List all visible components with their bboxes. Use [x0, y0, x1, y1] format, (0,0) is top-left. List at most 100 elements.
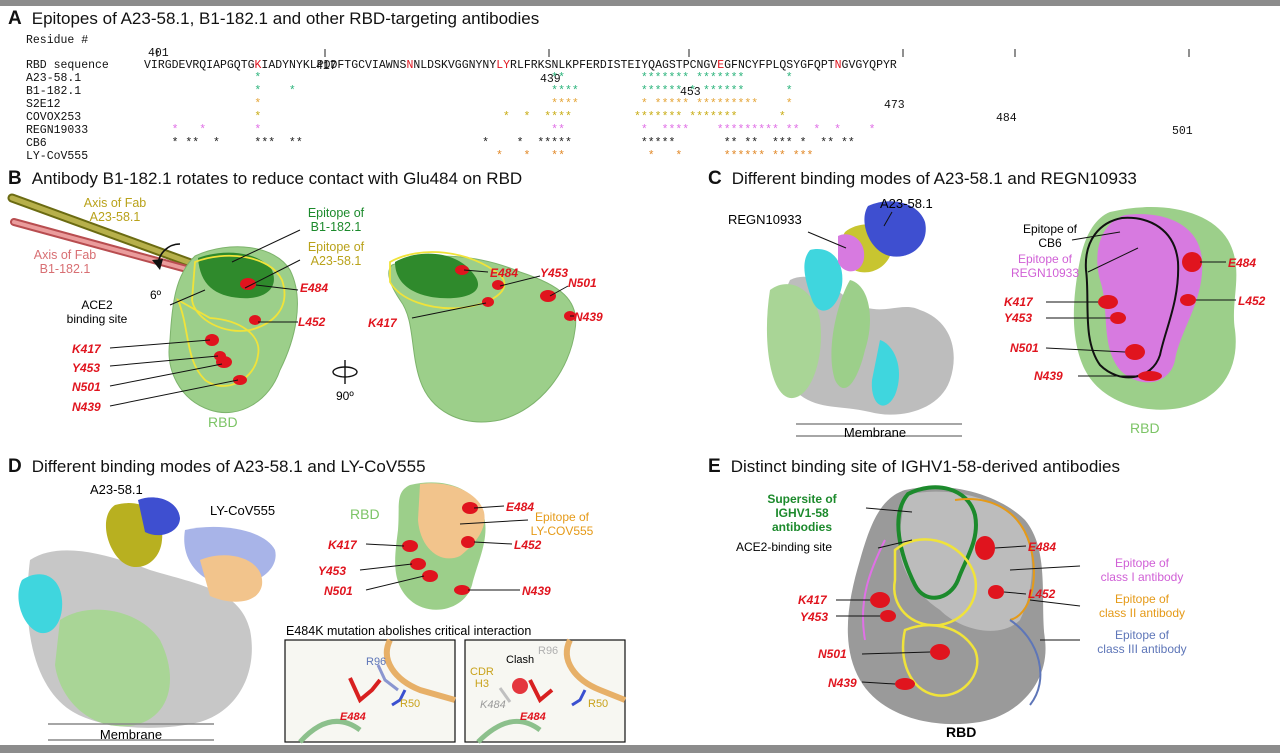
class1-epitope-label: Epitope of class I antibody: [1100, 556, 1184, 584]
k417-hotspot: [1098, 295, 1118, 309]
antibody-label: CB6: [26, 137, 47, 150]
panel-c-title: C Different binding modes of A23-58.1 and…: [708, 168, 1137, 190]
r96-sidechain-1: [376, 664, 399, 692]
residue-label: N501: [568, 276, 597, 290]
sequence-residue: T: [675, 59, 683, 72]
ly-label-d: LY-CoV555: [210, 503, 276, 518]
panel-c-letter: C: [708, 168, 722, 189]
sequence-residue: R: [192, 59, 200, 72]
sequence-residue: Y: [862, 59, 870, 72]
inset2-r96: R96: [538, 645, 559, 657]
residue-number: 417: [316, 60, 337, 73]
leader: [109, 379, 239, 407]
sequence-residue: P: [316, 59, 324, 72]
sequence-residue: N: [482, 59, 490, 72]
sequence-residue: A: [213, 59, 220, 72]
ace2-site-label-e: ACE2-binding site: [736, 540, 833, 554]
rbd-label-c: RBD: [1130, 420, 1160, 436]
sequence-residue: C: [689, 59, 697, 72]
e484-sidechain-1: [348, 677, 382, 704]
a23-label-d: A23-58.1: [90, 482, 143, 497]
sequence-residue: A: [268, 59, 276, 72]
epitope-star-row: * * ** * * ****** ** ***: [144, 150, 814, 163]
supersite-label: Supersite of IGHV1-58 antibodies: [767, 492, 837, 534]
leader: [109, 363, 223, 387]
rbd-label: RBD: [208, 414, 238, 430]
residue-label: L452: [1238, 294, 1266, 308]
e484-hotspot: [462, 502, 478, 514]
sequence-residue: P: [765, 59, 773, 72]
panel-b-title: B Antibody B1-182.1 rotates to reduce con…: [8, 168, 522, 190]
e484-hotspot: [455, 265, 469, 275]
e484-hotspot: [240, 278, 256, 290]
angle-label: 6º: [150, 288, 162, 302]
epitope-star-row: * * * **** ******* ******* *: [144, 111, 786, 124]
leader: [109, 355, 219, 367]
sequence-residue: I: [261, 59, 269, 72]
sequence-residue: D: [427, 59, 435, 72]
sequence-residue: L: [516, 59, 524, 72]
leader: [1029, 599, 1081, 607]
sequence-residue: Q: [813, 59, 821, 72]
inset2-e484: E484: [520, 711, 546, 723]
sequence-residue: T: [344, 59, 352, 72]
residue-label: L452: [1028, 587, 1056, 601]
sequence-residue: Y: [489, 59, 497, 72]
inset2-cdr: CDR H3: [470, 666, 494, 690]
sequence-residue: Y: [641, 59, 649, 72]
sequence-residue: G: [461, 59, 469, 72]
k417-hotspot: [482, 297, 494, 307]
leader: [359, 563, 413, 571]
residue-label: E484: [300, 281, 329, 295]
inset-2-loop: [476, 719, 542, 744]
antibody-label: S2E12: [26, 98, 61, 111]
residue-label: N439: [828, 676, 857, 690]
bottom-frame-bar: [0, 745, 1280, 753]
epitope-star-row: * **** * ***** ********* *: [144, 98, 793, 111]
inset1-r50: R50: [400, 698, 421, 710]
sequence-residue: T: [620, 59, 628, 72]
r50-sidechain-2: [571, 689, 587, 707]
n439-hotspot: [1138, 371, 1162, 381]
inset1-r96: R96: [366, 656, 387, 668]
residue-number: 473: [884, 99, 905, 112]
residue-label: K417: [328, 538, 357, 552]
sequence-residue: D: [330, 59, 338, 72]
sequence-residue: C: [744, 59, 752, 72]
residue-number: 439: [540, 73, 561, 86]
l452-hotspot: [988, 585, 1004, 599]
sequence-residue: G: [703, 59, 711, 72]
sequence-residue: C: [358, 59, 365, 72]
panel-d-title-text: Different binding modes of A23-58.1 and …: [31, 457, 426, 476]
a23-fab-blue: [864, 201, 926, 257]
spike-green-protomer: [766, 284, 821, 399]
leader: [883, 211, 893, 227]
sequence-residue: V: [365, 59, 372, 72]
sequence-residue: P: [219, 59, 227, 72]
rbd-label-e: RBD: [946, 724, 977, 740]
sequence-residue: N: [392, 59, 400, 72]
leader: [463, 269, 489, 273]
sequence-residue: G: [226, 59, 234, 72]
a23-fab-axis-highlight: [9, 195, 213, 273]
inset-1-ribbon: [383, 638, 456, 703]
class2-epitope-label: Epitope of class II antibody: [1098, 592, 1186, 620]
residue-label: Y453: [72, 361, 101, 375]
panel-b-letter: B: [8, 168, 22, 189]
sequence-residue: G: [351, 59, 359, 72]
inset-1-loop: [298, 719, 362, 744]
class3-epitope-label: Epitope of class III antibody: [1097, 628, 1187, 656]
residue-label: K417: [798, 593, 827, 607]
residue-label: E484: [1228, 256, 1257, 270]
leader: [861, 681, 896, 685]
antibody-label: REGN19033: [26, 124, 89, 137]
l452-hotspot: [461, 536, 475, 548]
residue-label: L452: [298, 315, 326, 329]
sequence-residue: N: [289, 59, 296, 72]
sequence-residue: I: [634, 59, 642, 72]
sequence-residue: F: [579, 59, 586, 72]
regn-label-c: REGN10933: [728, 212, 802, 227]
sequence-residue: E: [178, 59, 186, 72]
sequence-residue: D: [323, 59, 331, 72]
